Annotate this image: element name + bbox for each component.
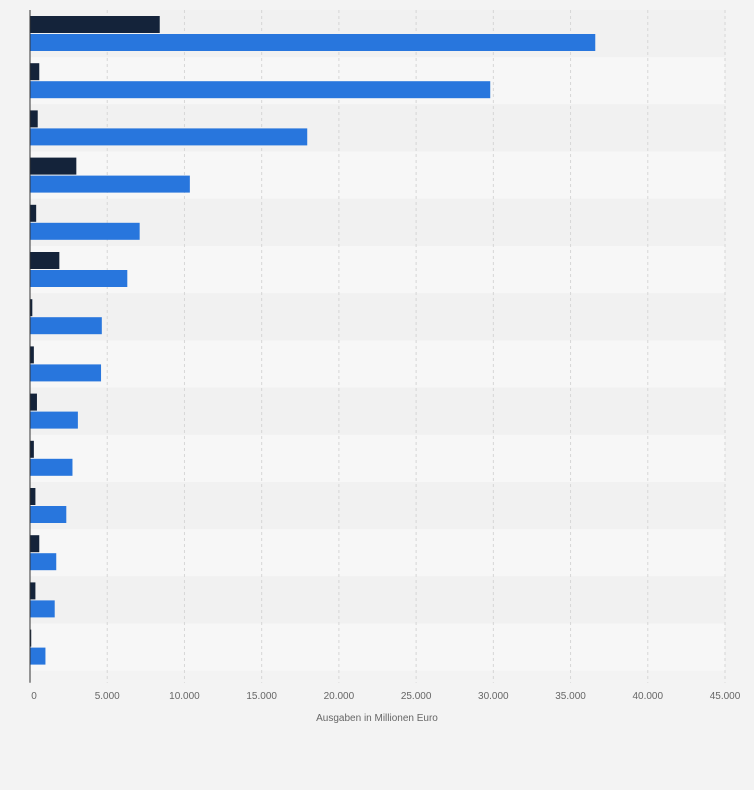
x-tick-label: 45.000 [710, 691, 741, 702]
row-band [30, 293, 725, 341]
bar-series-1[interactable] [30, 204, 37, 222]
bar-series-2[interactable] [30, 34, 596, 51]
x-tick-labels: 0 5.000 10.000 15.000 20.000 25.000 30.000 35.0… [31, 691, 741, 702]
bar-series-2[interactable] [30, 458, 73, 476]
x-tick-label: 20.000 [324, 691, 355, 702]
gridlines [106, 10, 726, 683]
bar-series-2[interactable] [30, 128, 308, 146]
x-tick-label: 0 [31, 691, 37, 702]
row-band [30, 387, 725, 435]
bar-series-2[interactable] [30, 317, 102, 335]
bar-series-1[interactable] [30, 582, 36, 600]
bar-series-2[interactable] [30, 506, 67, 523]
bar-series-1[interactable] [30, 299, 33, 317]
bar-series-2[interactable] [30, 270, 128, 287]
x-tick-label: 5.000 [95, 691, 120, 702]
row-band [30, 434, 725, 482]
x-tick-label: 15.000 [246, 691, 277, 702]
row-band [30, 529, 725, 577]
bar-series-1[interactable] [30, 393, 37, 411]
bar-series-1[interactable] [30, 157, 77, 175]
row-band [30, 340, 725, 388]
row-band [30, 246, 725, 294]
bar-series-1[interactable] [30, 346, 34, 364]
x-tick-label: 25.000 [401, 691, 432, 702]
bar-series-2[interactable] [30, 600, 55, 618]
bar-series-1[interactable] [30, 63, 40, 81]
x-axis-title: Ausgaben in Millionen Euro [316, 713, 438, 724]
row-band [30, 482, 725, 530]
row-bands [30, 10, 725, 671]
bar-series-1[interactable] [30, 629, 32, 647]
bar-series-1[interactable] [30, 535, 40, 553]
bar-series-1[interactable] [30, 252, 60, 269]
x-tick-label: 30.000 [478, 691, 509, 702]
x-tick-label: 10.000 [169, 691, 200, 702]
bar-series-2[interactable] [30, 647, 46, 665]
x-tick-label: 35.000 [555, 691, 586, 702]
row-band [30, 198, 725, 246]
x-tick-label: 40.000 [632, 691, 663, 702]
bars [30, 16, 596, 665]
bar-series-2[interactable] [30, 364, 102, 382]
bar-series-2[interactable] [30, 553, 57, 571]
bar-series-1[interactable] [30, 16, 160, 33]
bar-series-2[interactable] [30, 81, 491, 99]
row-band [30, 576, 725, 624]
bar-series-2[interactable] [30, 411, 78, 429]
bar-series-2[interactable] [30, 222, 140, 240]
bar-series-1[interactable] [30, 110, 38, 128]
bar-series-1[interactable] [30, 488, 36, 505]
bar-series-2[interactable] [30, 175, 190, 193]
row-band [30, 623, 725, 671]
bar-series-1[interactable] [30, 440, 34, 458]
